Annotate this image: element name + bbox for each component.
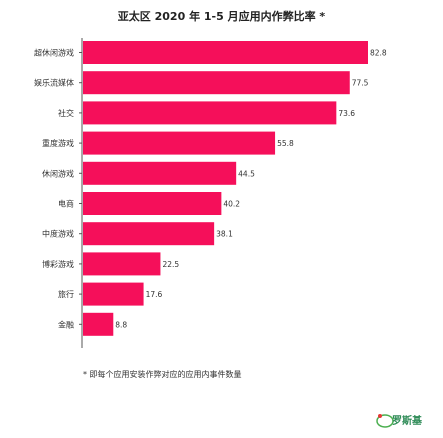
bar bbox=[83, 222, 215, 246]
bar bbox=[83, 312, 114, 336]
data-label: 77.5 bbox=[352, 79, 369, 88]
data-label: 73.6 bbox=[338, 109, 355, 118]
data-label: 44.5 bbox=[238, 169, 255, 178]
bar bbox=[83, 41, 368, 64]
data-label: 38.1 bbox=[216, 230, 233, 239]
bar bbox=[83, 101, 337, 125]
category-label: 休闲游戏 bbox=[42, 168, 74, 178]
category-label: 旅行 bbox=[58, 289, 74, 299]
data-label: 17.6 bbox=[146, 290, 163, 299]
watermark-logo bbox=[376, 414, 394, 428]
data-label: 82.8 bbox=[370, 49, 387, 58]
bar bbox=[83, 71, 350, 95]
category-label: 超休闲游戏 bbox=[34, 48, 74, 58]
category-label: 博彩游戏 bbox=[42, 259, 74, 269]
category-label: 娱乐流媒体 bbox=[34, 78, 74, 88]
data-label: 40.2 bbox=[223, 200, 240, 209]
category-label: 重度游戏 bbox=[42, 138, 74, 148]
data-label: 8.8 bbox=[115, 320, 127, 329]
category-label: 社交 bbox=[58, 108, 74, 118]
bar bbox=[83, 131, 276, 155]
data-label: 22.5 bbox=[162, 260, 179, 269]
bar bbox=[83, 252, 161, 276]
bar bbox=[83, 282, 144, 306]
logo-swoosh bbox=[376, 414, 394, 428]
watermark-text: 罗斯基 bbox=[392, 416, 422, 427]
chart-title: 亚太区 2020 年 1-5 月应用内作弊比率 * bbox=[117, 10, 326, 23]
category-label: 金融 bbox=[58, 319, 74, 329]
logo-dot bbox=[378, 414, 382, 418]
data-label: 55.8 bbox=[277, 139, 294, 148]
bar bbox=[83, 161, 237, 185]
category-label: 电商 bbox=[58, 199, 74, 209]
category-label: 中度游戏 bbox=[42, 229, 74, 239]
footnote: * 即每个应用安装作弊对应的应用内事件数量 bbox=[83, 370, 242, 379]
bar bbox=[83, 192, 222, 215]
